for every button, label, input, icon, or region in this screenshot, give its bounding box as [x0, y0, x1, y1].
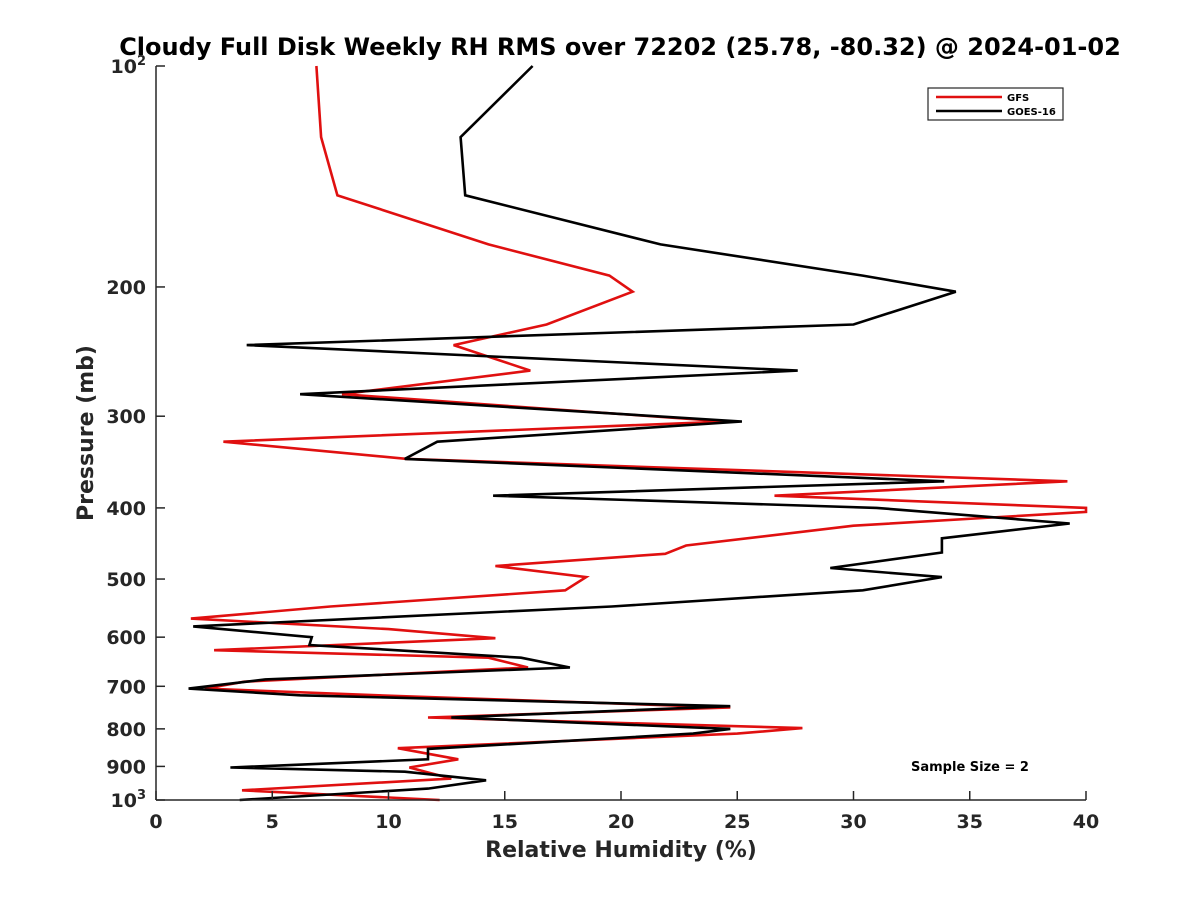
y-tick-label: 900: [106, 756, 146, 778]
y-axis-label: Pressure (mb): [74, 345, 99, 521]
legend-label-gfs: GFS: [1007, 93, 1029, 104]
x-tick-label: 35: [957, 811, 983, 833]
chart-title: Cloudy Full Disk Weekly RH RMS over 7220…: [119, 33, 1121, 61]
x-tick-label: 5: [266, 811, 279, 833]
y-tick-label: 500: [106, 569, 146, 591]
x-tick-label: 15: [492, 811, 518, 833]
y-ticks: 102 200 300 400 500 600 700 800 900 103: [106, 54, 165, 812]
series-line-gfs: [190, 65, 1088, 802]
series-layer: [188, 65, 1088, 802]
sample-size-annotation: Sample Size = 2: [911, 760, 1029, 775]
y-tick-label: 700: [106, 676, 146, 698]
x-tick-label: 25: [724, 811, 750, 833]
x-tick-label: 30: [840, 811, 866, 833]
legend-label-goes16: GOES-16: [1007, 107, 1056, 118]
x-tick-label: 0: [149, 811, 162, 833]
y-tick-label: 600: [106, 627, 146, 649]
y-tick-label: 200: [106, 277, 146, 299]
plot-area: [156, 66, 1086, 800]
y-tick-label: 103: [111, 788, 147, 812]
x-axis-label: Relative Humidity (%): [485, 838, 757, 863]
y-tick-label: 300: [106, 406, 146, 428]
legend: GFS GOES-16: [927, 87, 1064, 121]
legend-box: [927, 87, 1064, 121]
y-tick-label: 102: [111, 54, 147, 78]
y-tick-label: 800: [106, 719, 146, 741]
x-ticks: 0 5 10 15 20 25 30 35 40: [149, 791, 1099, 833]
series-line-goes16: [188, 65, 1070, 802]
x-tick-label: 10: [375, 811, 401, 833]
y-tick-label: 400: [106, 498, 146, 520]
x-tick-label: 20: [608, 811, 634, 833]
x-tick-label: 40: [1073, 811, 1099, 833]
